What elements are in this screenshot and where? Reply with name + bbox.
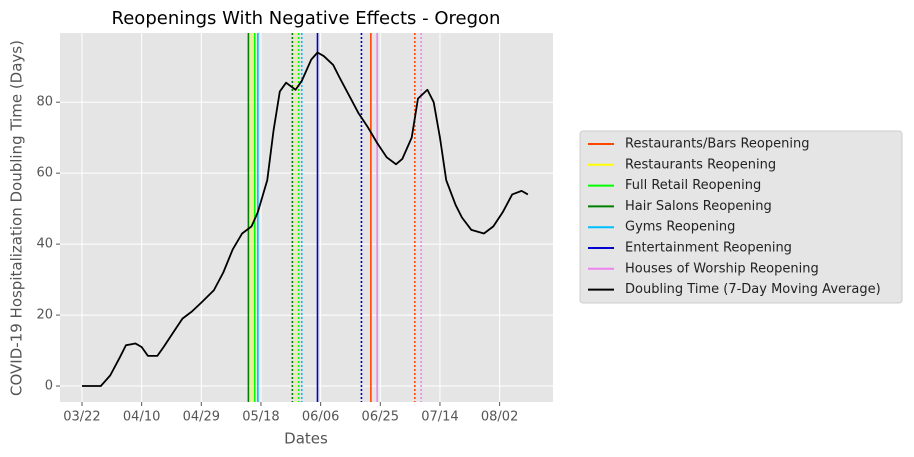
legend-label: Gyms Reopening <box>625 220 735 235</box>
legend-box <box>579 130 903 304</box>
y-tick-label: 0 <box>45 379 53 394</box>
legend-label: Hair Salons Reopening <box>625 199 772 214</box>
y-tick-label: 80 <box>36 95 53 110</box>
legend-label: Full Retail Reopening <box>625 178 761 193</box>
y-axis-label: COVID-19 Hospitalization Doubling Time (… <box>8 40 26 396</box>
x-tick-label: 08/02 <box>481 410 518 425</box>
x-tick-label: 06/25 <box>362 410 399 425</box>
y-tick-label: 40 <box>36 237 53 252</box>
legend-label: Entertainment Reopening <box>625 241 792 256</box>
x-tick-label: 07/14 <box>421 410 458 425</box>
y-tick-label: 20 <box>36 308 53 323</box>
legend-label: Restaurants Reopening <box>625 157 776 172</box>
x-tick-label: 05/18 <box>242 410 279 425</box>
x-tick-label: 04/10 <box>123 410 160 425</box>
legend-label: Doubling Time (7-Day Moving Average) <box>625 282 881 297</box>
legend-label: Restaurants/Bars Reopening <box>625 137 809 152</box>
plot-area <box>60 33 553 402</box>
x-tick-label: 03/22 <box>63 410 100 425</box>
x-tick-label: 04/29 <box>183 410 220 425</box>
legend-label: Houses of Worship Reopening <box>625 261 819 276</box>
chart-title: Reopenings With Negative Effects - Orego… <box>112 8 501 29</box>
data-line <box>81 51 529 387</box>
x-tick-label: 06/06 <box>302 410 339 425</box>
y-tick-label: 60 <box>36 166 53 181</box>
x-axis-label: Dates <box>284 430 328 448</box>
